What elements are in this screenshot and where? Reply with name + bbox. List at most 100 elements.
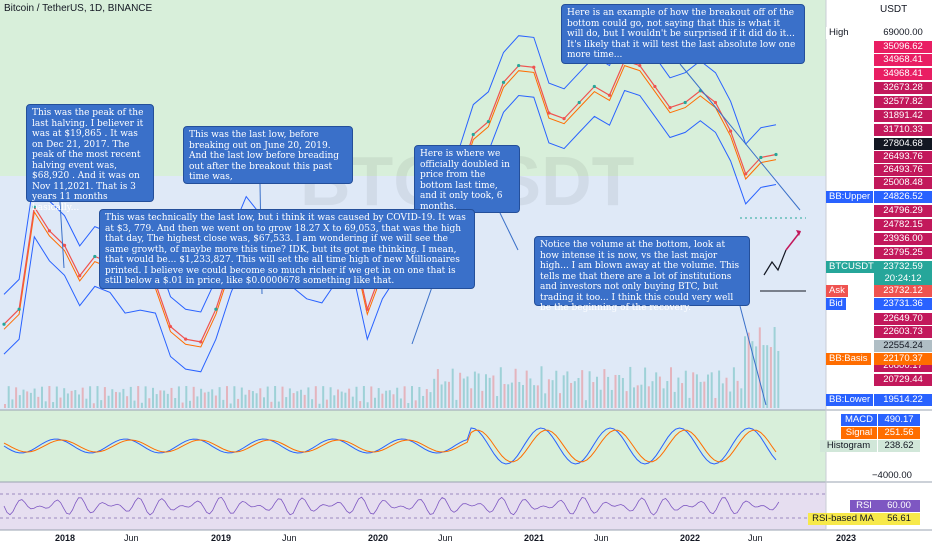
volume-bar — [140, 402, 143, 408]
volume-bar — [614, 374, 617, 408]
volume-bar — [721, 383, 724, 408]
macd-value: 490.17 — [878, 414, 920, 426]
volume-bar — [592, 382, 595, 408]
volume-bar — [144, 386, 147, 408]
signal-line — [3, 429, 777, 463]
price-point — [93, 254, 97, 259]
annotation-volume-at-bottom[interactable]: Notice the volume at the bottom, look at… — [534, 236, 750, 313]
volume-bar — [399, 398, 402, 408]
volume-bar — [296, 391, 299, 408]
volume-bar — [411, 386, 413, 408]
volume-bar — [547, 379, 550, 408]
volume-bar — [769, 347, 772, 408]
volume-bar — [510, 382, 513, 408]
volume-bar — [15, 387, 18, 408]
volume-bar — [118, 392, 121, 408]
volume-bar — [311, 399, 314, 408]
volume-bar — [307, 387, 310, 408]
volume-bar — [647, 386, 650, 408]
volume-bar — [503, 384, 506, 408]
price-label-bb-lower-name: BB:Lower — [826, 394, 874, 406]
volume-bar — [544, 393, 547, 408]
volume-bar — [263, 397, 265, 408]
price-level-value: 22603.73 — [874, 326, 932, 338]
price-label-bid-value: 23731.36 — [874, 298, 932, 310]
price-point — [17, 307, 21, 311]
volume-bar — [381, 393, 384, 408]
annotation-pointer — [679, 63, 801, 211]
projection-arrow-head — [796, 230, 801, 236]
price-level: 24782.15 — [826, 219, 932, 231]
volume-bar — [566, 371, 569, 408]
volume-bar — [396, 387, 399, 408]
price-point — [214, 307, 218, 311]
price-label-bb-lower-value: 19514.22 — [874, 394, 932, 406]
volume-bar — [325, 399, 328, 408]
macd-label: MACD — [841, 414, 877, 426]
volume-bar — [78, 394, 80, 408]
volume-bar — [222, 399, 225, 408]
volume-bar — [292, 393, 295, 408]
price-level: 22649.70 — [826, 313, 932, 325]
volume-bar — [551, 380, 554, 408]
volume-bar — [492, 375, 495, 408]
time-axis-tick: 2021 — [524, 533, 545, 543]
volume-bar — [562, 375, 565, 408]
price-point — [653, 84, 657, 89]
annotation-breakout-example[interactable]: Here is an example of how the breakout o… — [561, 4, 805, 64]
volume-bar — [584, 400, 587, 408]
volume-bar — [177, 386, 180, 408]
price-point — [168, 324, 173, 329]
volume-bar — [603, 369, 606, 408]
price-level-value: 35096.62 — [874, 41, 932, 53]
annotation-peak-last-halving[interactable]: This was the peak of the last halving. I… — [26, 104, 154, 213]
price-level-value: 32673.28 — [874, 82, 932, 94]
volume-bar — [433, 378, 436, 408]
volume-bar — [248, 389, 251, 408]
annotation-doubled-from-bottom[interactable]: Here is where we officially doubled in p… — [414, 145, 520, 213]
price-level: 22554.24 — [826, 340, 932, 352]
volume-bar — [481, 390, 484, 408]
volume-bar — [274, 386, 277, 408]
rsi-ma-value: 56.61 — [878, 513, 920, 525]
volume-bar — [281, 386, 284, 408]
price-label-bb-lower: BB:Lower 19514.22 — [826, 394, 932, 406]
volume-bar — [703, 381, 706, 408]
volume-bar — [403, 386, 406, 408]
price-level: 26493.76 — [826, 164, 932, 176]
time-axis-tick: Jun — [124, 533, 139, 543]
volume-bar — [196, 396, 199, 408]
volume-bar — [662, 388, 665, 408]
volume-bar — [229, 403, 232, 408]
price-level-value: 26493.76 — [874, 151, 932, 163]
volume-bar — [499, 367, 502, 408]
annotation-pointer — [499, 212, 519, 251]
volume-bar — [255, 393, 258, 408]
price-label-countdown: 20:24:12 — [826, 273, 932, 285]
annotation-last-low-before-breakout[interactable]: This was the last low, before breaking o… — [183, 126, 353, 184]
volume-bar — [777, 350, 780, 408]
price-point — [547, 111, 551, 115]
volume-bar — [92, 403, 95, 408]
volume-bar — [22, 389, 25, 408]
volume-bar — [773, 327, 776, 408]
volume-bar — [747, 332, 750, 408]
volume-bar — [729, 391, 732, 408]
time-axis-tick: 2023 — [836, 533, 857, 543]
rsi-line — [3, 496, 780, 516]
volume-bar — [740, 388, 743, 408]
volume-bar — [692, 372, 695, 408]
volume-bar — [33, 388, 36, 408]
price-point — [62, 243, 67, 248]
volume-bar — [670, 367, 672, 408]
price-level: 24796.29 — [826, 205, 932, 217]
volume-bar — [618, 374, 621, 408]
price-point — [577, 100, 581, 105]
price-point — [486, 120, 490, 124]
volume-bar — [570, 382, 573, 408]
volume-bar — [507, 384, 510, 408]
volume-bar — [448, 381, 450, 408]
annotation-covid-low[interactable]: This was technically the last low, but i… — [99, 209, 475, 289]
volume-bar — [555, 370, 558, 408]
price-level-value: 23795.25 — [874, 247, 932, 259]
